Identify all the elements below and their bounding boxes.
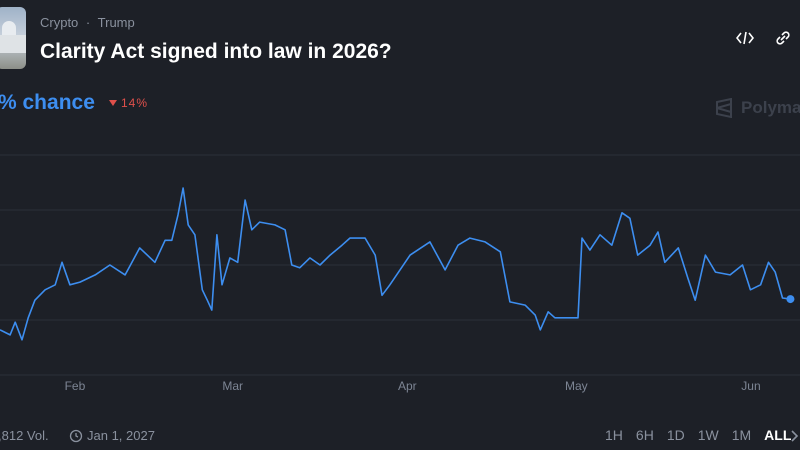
x-tick-label: Feb [65, 379, 86, 393]
breadcrumb: Crypto · Trump [40, 15, 135, 30]
clock-icon [69, 429, 83, 443]
separator: · [85, 15, 91, 30]
brand: Polyma [741, 98, 800, 117]
capitol-dome [2, 21, 16, 35]
embed-icon[interactable] [736, 30, 754, 46]
range-button[interactable]: 1H [605, 427, 623, 443]
volume: ,812 Vol. [0, 428, 49, 443]
x-tick-label: Mar [222, 379, 243, 393]
range-button[interactable]: 1M [731, 427, 752, 443]
range-button[interactable]: 6H [635, 427, 654, 443]
current-point [786, 295, 795, 304]
price-line [0, 187, 791, 341]
more-arrow[interactable] [790, 430, 800, 442]
brand-logo [716, 98, 732, 118]
x-tick-label: Apr [398, 379, 417, 393]
price-chart: Feb Mar Apr May Jun [0, 154, 800, 393]
capitol-body [0, 35, 26, 53]
range-button[interactable]: 1W [697, 427, 719, 443]
chance-label: % chance [0, 91, 95, 114]
link-icon[interactable] [774, 29, 792, 47]
range-button[interactable]: 1D [666, 427, 685, 443]
x-tick-label: Jun [741, 379, 760, 393]
range-button[interactable]: ALL [764, 427, 792, 443]
end-date: Jan 1, 2027 [87, 428, 155, 443]
category[interactable]: Crypto [40, 15, 79, 30]
market-icon [0, 7, 26, 69]
x-tick-label: May [565, 379, 588, 393]
range-selector: 1H 6H 1D 1W 1M ALL [605, 427, 800, 443]
down-arrow [109, 100, 117, 106]
change: 14% [121, 96, 149, 110]
market-title: Clarity Act signed into law in 2026? [40, 40, 392, 63]
tag[interactable]: Trump [97, 15, 135, 30]
